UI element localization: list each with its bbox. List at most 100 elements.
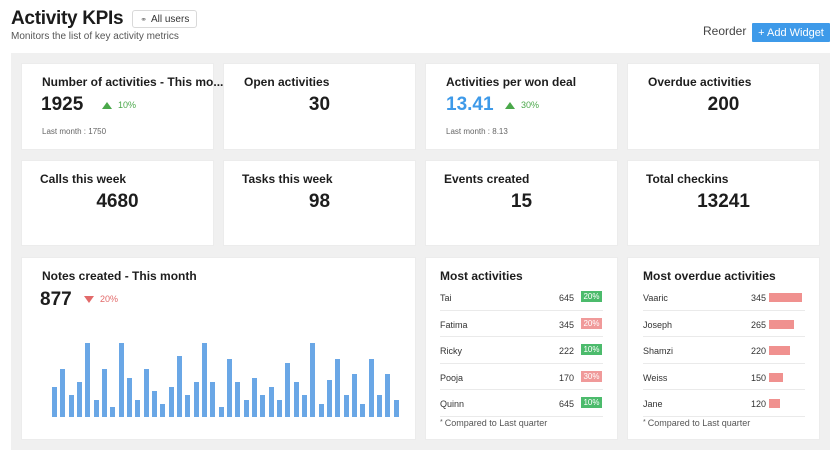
card-title: Events created <box>444 172 530 186</box>
user-value: 345 <box>750 293 766 303</box>
footnote-text: Compared to Last quarter <box>444 418 548 428</box>
notes-bar <box>60 369 66 417</box>
most-activities-card[interactable]: Most activities Tai 645 20% Fatima 345 2… <box>426 258 617 439</box>
notes-bar <box>202 343 207 417</box>
notes-bar <box>293 382 299 417</box>
user-value: 170 <box>558 372 574 383</box>
kpi-card-calls-this-week[interactable]: Calls this week 4680 <box>22 161 213 245</box>
user-value: 265 <box>750 319 766 330</box>
kpi-value: 15 <box>510 191 533 212</box>
kpi-value: 200 <box>707 94 740 115</box>
card-title: Total checkins <box>646 172 729 186</box>
add-widget-button[interactable]: + Add Widget <box>752 23 830 42</box>
kpi-delta-value: 10% <box>118 100 137 110</box>
notes-bar <box>135 399 141 417</box>
user-name: Pooja <box>440 372 464 383</box>
user-value: 645 <box>558 293 574 303</box>
list-item: Weiss 150 <box>643 364 805 390</box>
notes-bar <box>85 343 91 417</box>
list-item: Vaaric 345 <box>643 284 805 311</box>
change-badge: 10% <box>581 344 602 355</box>
user-filter-chip[interactable]: ⚭ All users <box>132 10 198 28</box>
user-value: 222 <box>558 346 574 356</box>
notes-bar <box>310 343 316 417</box>
notes-bar <box>252 377 257 417</box>
kpi-card-events-created[interactable]: Events created 15 <box>426 161 617 245</box>
kpi-last-month: Last month : 8.13 <box>446 127 508 136</box>
footnote: * Compared to Last quarter <box>440 418 547 428</box>
card-title: Open activities <box>244 75 330 89</box>
kpi-last-month: Last month : 1750 <box>42 127 107 136</box>
notes-created-card[interactable]: Notes created - This month 877 20% <box>22 258 415 439</box>
change-badge: 20% <box>581 291 602 302</box>
kpi-card-number-of-activities[interactable]: Number of activities - This mo... 1925 1… <box>22 64 223 149</box>
kpi-card-total-checkins[interactable]: Total checkins 13241 <box>628 161 819 245</box>
reorder-link[interactable]: Reorder <box>703 24 747 38</box>
notes-bar <box>127 377 132 417</box>
page-title: Activity KPIs <box>11 8 124 29</box>
list-item: Quinn 645 10% <box>440 390 603 417</box>
notes-bar <box>235 382 241 417</box>
card-title: Notes created - This month <box>42 269 197 283</box>
kpi-value: 98 <box>308 191 331 212</box>
notes-value: 877 <box>40 289 72 310</box>
notes-bar <box>268 386 274 417</box>
user-name: Fatima <box>440 319 468 330</box>
user-value: 220 <box>750 346 766 356</box>
user-name: Joseph <box>643 319 673 330</box>
notes-bar <box>335 358 341 417</box>
list-item: Joseph 265 <box>643 311 805 337</box>
asterisk-icon: * <box>440 419 443 426</box>
trend-down-icon <box>84 295 94 303</box>
user-name: Quinn <box>440 399 465 409</box>
card-title: Most activities <box>440 269 523 283</box>
list-item: Tai 645 20% <box>440 284 603 311</box>
notes-bar <box>168 386 174 417</box>
page-header: Activity KPIs ⚭ All users Monitors the l… <box>0 0 840 50</box>
user-value: 645 <box>558 399 574 409</box>
notes-bar <box>185 395 191 417</box>
kpi-value: 30 <box>308 94 331 115</box>
notes-bar <box>360 403 366 417</box>
change-badge: 30% <box>581 370 602 382</box>
notes-bar <box>285 363 291 417</box>
dashboard-canvas: Number of activities - This mo... 1925 1… <box>11 53 830 450</box>
kpi-value: 13.41 <box>446 94 494 115</box>
notes-bar <box>52 386 57 417</box>
kpi-value: 4680 <box>96 191 139 212</box>
card-title: Tasks this week <box>242 172 333 186</box>
notes-bar <box>318 403 324 417</box>
users-icon: ⚭ <box>140 14 147 24</box>
user-value: 150 <box>750 372 766 383</box>
footnote-text: Compared to Last quarter <box>647 418 751 428</box>
notes-bar <box>393 399 399 417</box>
overdue-bar <box>769 319 795 329</box>
notes-delta: 20% <box>84 294 118 304</box>
kpi-card-activities-per-won-deal[interactable]: Activities per won deal 13.41 30% Last m… <box>426 64 617 149</box>
notes-bar <box>243 399 249 417</box>
user-value: 345 <box>558 319 574 330</box>
kpi-card-overdue-activities[interactable]: Overdue activities 200 <box>628 64 819 149</box>
kpi-delta-value: 30% <box>521 100 540 110</box>
user-name: Shamzi <box>643 346 674 356</box>
footnote: * Compared to Last quarter <box>643 418 750 428</box>
notes-bar <box>143 369 149 417</box>
kpi-value: 1925 <box>41 94 84 115</box>
most-overdue-list: Vaaric 345 Joseph 265 Shamzi 220 Weiss 1… <box>643 284 805 417</box>
kpi-card-open-activities[interactable]: Open activities 30 <box>224 64 415 149</box>
list-item: Ricky 222 10% <box>440 337 603 364</box>
notes-bar <box>302 395 307 417</box>
kpi-card-tasks-this-week[interactable]: Tasks this week 98 <box>224 161 415 245</box>
notes-bar <box>343 395 349 417</box>
notes-bar <box>368 358 374 417</box>
notes-bar <box>93 399 99 417</box>
notes-bar <box>110 406 116 417</box>
most-overdue-card[interactable]: Most overdue activities Vaaric 345 Josep… <box>628 258 819 439</box>
notes-bar <box>227 358 232 417</box>
notes-bar <box>152 390 157 417</box>
kpi-delta: 10% <box>102 100 136 110</box>
user-name: Ricky <box>440 346 462 356</box>
card-title: Most overdue activities <box>643 269 776 283</box>
change-badge: 20% <box>581 317 602 329</box>
notes-bar <box>385 373 391 417</box>
